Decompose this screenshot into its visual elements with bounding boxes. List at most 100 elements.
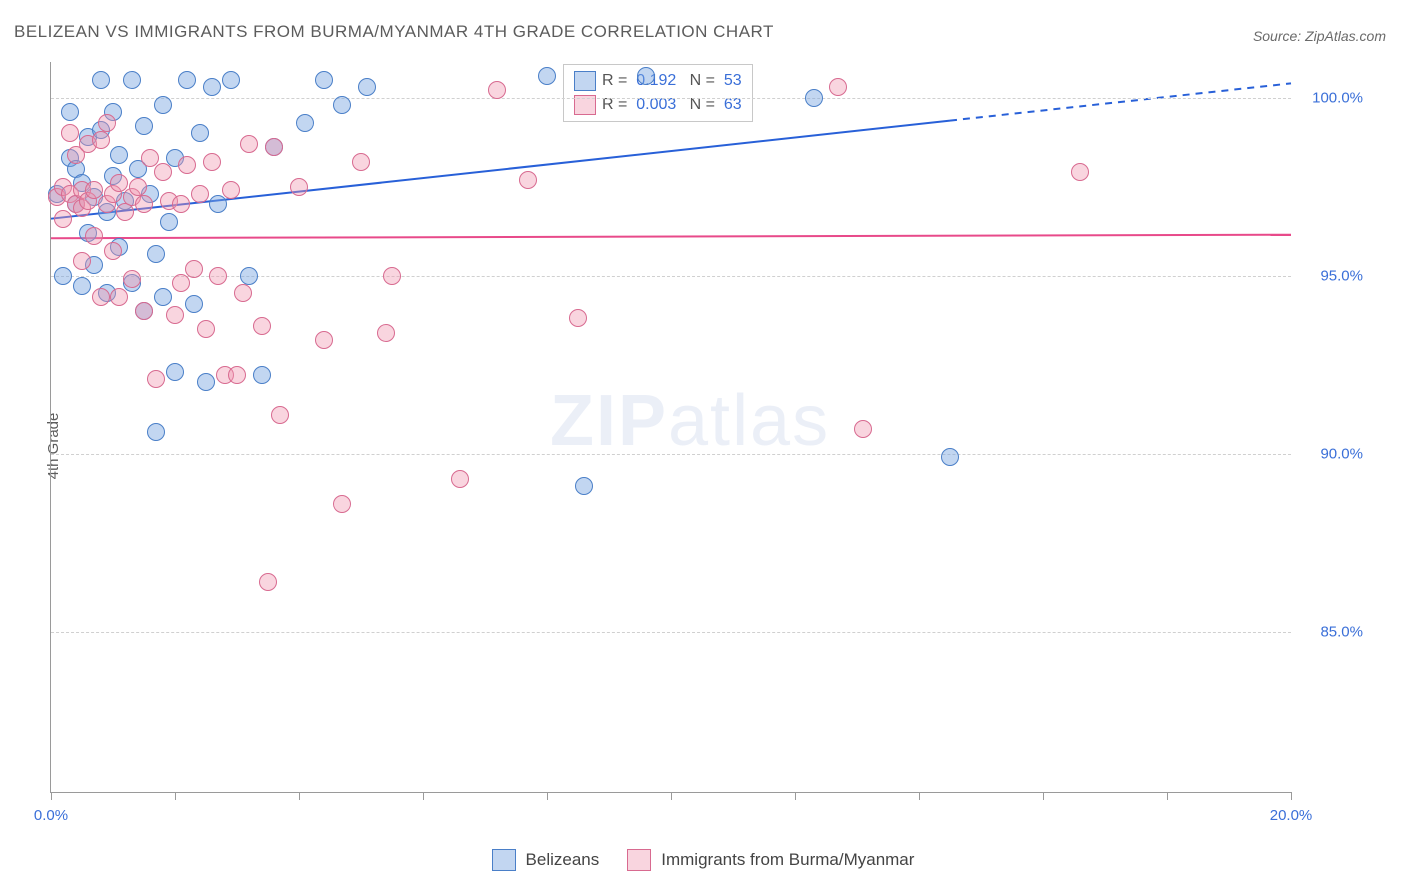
y-tick-label: 95.0% — [1320, 267, 1363, 284]
y-tick-label: 100.0% — [1312, 89, 1363, 106]
data-point — [265, 138, 283, 156]
data-point — [178, 156, 196, 174]
data-point — [191, 124, 209, 142]
data-point — [197, 320, 215, 338]
legend-swatch — [627, 849, 651, 871]
data-point — [185, 260, 203, 278]
data-point — [333, 495, 351, 513]
trend-lines-layer — [51, 62, 1291, 792]
data-point — [178, 71, 196, 89]
data-point — [271, 406, 289, 424]
correlation-legend: R = 0.192 N = 53R = 0.003 N = 63 — [563, 64, 753, 122]
data-point — [135, 117, 153, 135]
series-legend-label: Belizeans — [526, 850, 600, 870]
trend-line-dashed — [950, 83, 1291, 120]
data-point — [191, 185, 209, 203]
x-tick — [1043, 792, 1044, 800]
series-legend-label: Immigrants from Burma/Myanmar — [661, 850, 914, 870]
data-point — [110, 288, 128, 306]
data-point — [92, 71, 110, 89]
x-tick — [1167, 792, 1168, 800]
data-point — [333, 96, 351, 114]
data-point — [377, 324, 395, 342]
data-point — [154, 288, 172, 306]
data-point — [98, 114, 116, 132]
data-point — [538, 67, 556, 85]
source-attribution: Source: ZipAtlas.com — [1253, 28, 1386, 44]
x-tick — [795, 792, 796, 800]
data-point — [569, 309, 587, 327]
data-point — [185, 295, 203, 313]
data-point — [61, 103, 79, 121]
y-tick-label: 90.0% — [1320, 445, 1363, 462]
gridline-horizontal — [51, 98, 1291, 99]
y-tick-label: 85.0% — [1320, 623, 1363, 640]
data-point — [358, 78, 376, 96]
data-point — [637, 67, 655, 85]
data-point — [290, 178, 308, 196]
data-point — [166, 306, 184, 324]
data-point — [147, 423, 165, 441]
legend-text: R = 0.003 N = 63 — [602, 93, 742, 117]
data-point — [129, 178, 147, 196]
gridline-horizontal — [51, 632, 1291, 633]
data-point — [575, 477, 593, 495]
x-tick — [299, 792, 300, 800]
data-point — [135, 302, 153, 320]
x-tick-label: 0.0% — [34, 807, 68, 824]
data-point — [104, 242, 122, 260]
series-legend-item: Immigrants from Burma/Myanmar — [627, 849, 914, 871]
data-point — [154, 96, 172, 114]
data-point — [1071, 163, 1089, 181]
data-point — [240, 135, 258, 153]
x-tick — [671, 792, 672, 800]
legend-swatch — [574, 71, 596, 91]
data-point — [135, 195, 153, 213]
data-point — [54, 267, 72, 285]
data-point — [92, 288, 110, 306]
data-point — [854, 420, 872, 438]
data-point — [234, 284, 252, 302]
legend-row: R = 0.003 N = 63 — [574, 93, 742, 117]
trend-line-solid — [51, 235, 1291, 239]
data-point — [85, 227, 103, 245]
data-point — [315, 71, 333, 89]
data-point — [519, 171, 537, 189]
series-legend-item: Belizeans — [492, 849, 600, 871]
x-tick — [547, 792, 548, 800]
data-point — [488, 81, 506, 99]
data-point — [259, 573, 277, 591]
data-point — [203, 78, 221, 96]
x-tick — [919, 792, 920, 800]
data-point — [941, 448, 959, 466]
chart-title: BELIZEAN VS IMMIGRANTS FROM BURMA/MYANMA… — [14, 22, 774, 42]
data-point — [54, 210, 72, 228]
data-point — [451, 470, 469, 488]
data-point — [296, 114, 314, 132]
data-point — [209, 267, 227, 285]
data-point — [240, 267, 258, 285]
scatter-plot-area: R = 0.192 N = 53R = 0.003 N = 63 85.0%90… — [50, 62, 1291, 793]
data-point — [154, 163, 172, 181]
data-point — [110, 146, 128, 164]
x-tick-label: 20.0% — [1270, 807, 1313, 824]
data-point — [172, 195, 190, 213]
data-point — [61, 124, 79, 142]
data-point — [805, 89, 823, 107]
legend-swatch — [492, 849, 516, 871]
data-point — [253, 366, 271, 384]
data-point — [829, 78, 847, 96]
x-tick — [51, 792, 52, 800]
gridline-horizontal — [51, 276, 1291, 277]
data-point — [352, 153, 370, 171]
series-legend: Belizeans Immigrants from Burma/Myanmar — [0, 849, 1406, 876]
data-point — [203, 153, 221, 171]
data-point — [209, 195, 227, 213]
data-point — [222, 181, 240, 199]
data-point — [92, 131, 110, 149]
data-point — [383, 267, 401, 285]
legend-row: R = 0.192 N = 53 — [574, 69, 742, 93]
data-point — [73, 252, 91, 270]
data-point — [197, 373, 215, 391]
data-point — [123, 270, 141, 288]
